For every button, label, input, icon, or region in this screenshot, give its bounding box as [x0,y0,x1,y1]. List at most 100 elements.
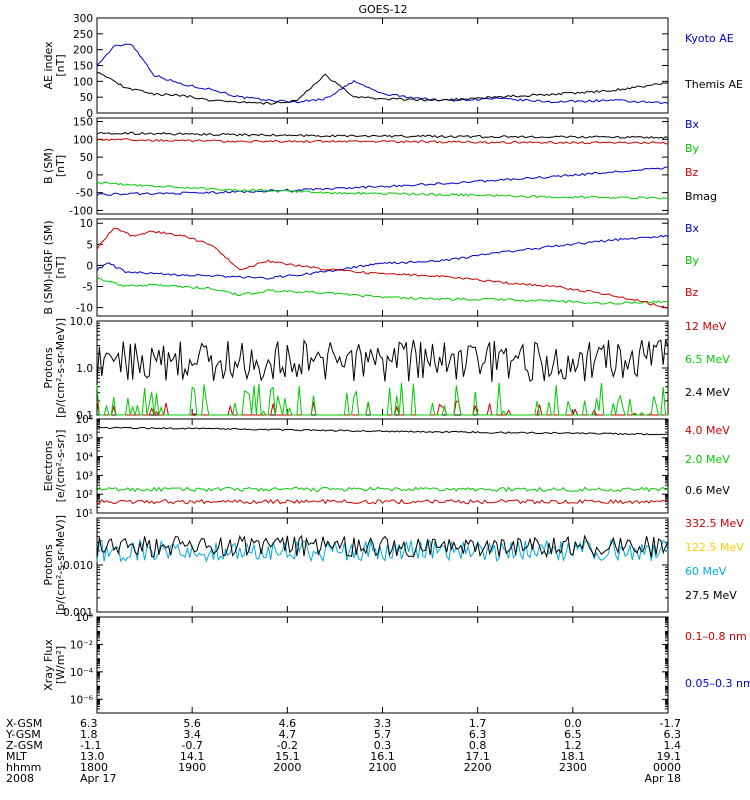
ephemeris-value: 18.1 [561,750,586,763]
legend-entry: 12 MeV [685,320,727,333]
ephemeris-value: Apr 17 [80,772,117,785]
panel-protons-low: 10.0 1.0 0.1 Protons [p/(cm²-s-sr-MeV)] 12 Me… [42,316,730,422]
y-tick-label: 0.001 [63,607,93,619]
y-tick-label: 0.010 [63,560,93,572]
y-tick-label: 250 [73,29,93,41]
ephemeris-value: 2200 [464,761,492,774]
ephemeris-value: 3.4 [183,728,201,741]
series-line-by [96,277,669,305]
ephemeris-value: -0.7 [181,739,202,752]
panel-protons-high: 0.010 0.001 Protons [p/(cm²-s-sr-MeV)] 332.5… [42,515,744,619]
y-tick-label: 0.1 [76,410,93,422]
ephemeris-row-label: X-GSM [6,717,42,730]
legend-entry: Bz [685,286,699,299]
legend-entry: 2.0 MeV [685,453,730,466]
legend-entry: 332.5 MeV [685,517,744,530]
ephemeris-value: 3.3 [374,717,392,730]
series-line-themis-ae [96,72,669,105]
y-tick-label: 10⁰ [75,612,93,624]
legend-entry: 122.5 MeV [685,541,744,554]
ephemeris-value: 6.3 [469,728,487,741]
y-tick-label: 10⁶ [75,414,93,426]
legend-entry: 2.4 MeV [685,386,730,399]
legend-entry: Themis AE [684,78,743,91]
ephemeris-value: 5.7 [374,728,392,741]
series-line-bx [96,166,669,196]
ephemeris-value: 0.3 [374,739,392,752]
y-tick-label: 10 [80,218,93,230]
y-tick-label: 10⁻⁶ [70,694,93,706]
y-axis-label: B (SM) [42,148,55,184]
ephemeris-row-label: MLT [6,750,27,763]
y-tick-label: 10⁵ [75,433,93,445]
panel-frame [96,117,669,215]
legend-entry: 0.05–0.3 nm [685,677,750,690]
y-axis-unit: [nT] [54,54,67,76]
y-tick-label: 10¹ [75,508,93,520]
y-tick-label: -100 [69,205,93,217]
y-tick-label: 100 [73,134,93,146]
ephemeris-value: -0.2 [277,739,298,752]
ephemeris-value: 4.7 [279,728,297,741]
ephemeris-value: -1.7 [660,717,681,730]
y-tick-label: 10⁻² [70,639,93,651]
legend-entry: 60 MeV [685,565,727,578]
panel-frame [96,320,669,416]
legend-entry: Kyoto AE [685,32,734,45]
ephemeris-value: 6.3 [80,717,98,730]
y-tick-label: 50 [80,152,93,164]
panel-frame [96,218,669,317]
series-line-2-4-mev [96,338,669,383]
series-line-4-0-mev [96,498,669,505]
y-tick-label: 0 [86,108,93,120]
y-tick-label: -5 [83,281,93,293]
y-tick-label: 200 [73,45,93,57]
legend-entry: Bmag [685,190,717,203]
y-tick-label: 10³ [75,470,93,482]
ephemeris-value: 1.8 [80,728,98,741]
y-tick-label: 1.0 [76,363,93,375]
panel-b-igrf: 10 5 0 -5 -10 B (SM)-IGRF (SM) [nT] Bx By Bz [42,218,700,317]
y-tick-label: 300 [73,13,93,25]
series-line-27-5-mev [96,534,669,559]
ephemeris-value: 0000 [653,761,681,774]
y-tick-label: -10 [76,303,93,315]
ephemeris-value: 6.3 [664,728,682,741]
ephemeris-value: 1.7 [469,717,487,730]
series-line-6-5-mev [96,382,668,417]
ephemeris-row-label: hhmm [6,761,41,774]
ephemeris-value: 19.1 [657,750,682,763]
series-line-bmag [96,131,669,139]
legend-entry: By [685,142,700,155]
ephemeris-value: 0.8 [469,739,487,752]
y-tick-label: 150 [73,61,93,73]
ephemeris-value: 5.6 [183,717,201,730]
ephemeris-value: 0.0 [564,717,582,730]
legend-entry: 0.6 MeV [685,484,730,497]
legend-entry: 27.5 MeV [685,589,737,602]
y-tick-label: 10² [75,489,93,501]
series-line-bz [96,138,669,145]
y-tick-label: 50 [80,92,93,104]
y-axis-label: Xray Flux [42,639,55,691]
legend-entry: 6.5 MeV [685,353,730,366]
series-line-2-0-mev [96,486,669,493]
ephemeris-value: 16.1 [370,750,395,763]
ephemeris-value: 6.5 [564,728,582,741]
panel-ae: 300 250 200 150 100 50 0 AE index [nT] Kyoto AE Th… [42,13,743,120]
panel-xray: 10⁰ 10⁻² 10⁻⁴ 10⁻⁶ Xray Flux [W/m²] 0.1–0.8 nm… [42,612,750,714]
legend-entry: 4.0 MeV [685,424,730,437]
ephemeris-value: Apr 18 [644,772,681,785]
ephemeris-value: 13.0 [80,750,105,763]
y-axis-label: Protons [42,544,55,585]
y-tick-label: 5 [86,239,93,251]
y-axis-unit: [nT] [54,155,67,177]
series-line-bz [96,227,669,309]
ephemeris-value: 1.2 [564,739,582,752]
y-axis-unit: [e/(cm²-s-sr)] [54,430,67,503]
ephemeris-row-label: 2008 [6,772,34,785]
legend-entry: 0.1–0.8 nm [685,630,747,643]
y-tick-label: 150 [73,117,93,129]
ephemeris-row-label: Y-GSM [5,728,41,741]
